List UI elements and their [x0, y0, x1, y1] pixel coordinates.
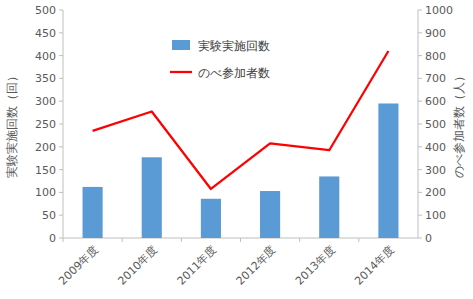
y-tick	[59, 124, 63, 125]
y2-tick-label: 0	[425, 232, 432, 245]
y-tick	[59, 32, 63, 33]
y-tick-label: 400	[35, 50, 56, 63]
y-tick	[59, 215, 63, 216]
y2-tick-label: 700	[425, 72, 446, 85]
y2-tick	[418, 192, 422, 193]
y2-tick-label: 900	[425, 27, 446, 40]
y-tick	[59, 10, 63, 11]
y2-tick	[418, 101, 422, 102]
x-tick-label: 2011年度	[175, 243, 220, 288]
y2-tick-label: 800	[425, 50, 446, 63]
bar	[83, 187, 103, 238]
x-tick-label: 2013年度	[293, 243, 338, 288]
y-tick	[59, 55, 63, 56]
y-tick-label: 350	[35, 72, 56, 85]
y2-tick-label: 300	[425, 164, 446, 177]
legend-swatch	[172, 40, 190, 50]
y-tick-label: 500	[35, 4, 56, 17]
y2-tick	[418, 78, 422, 79]
y2-tick	[418, 146, 422, 147]
bar	[260, 191, 280, 238]
y2-tick-label: 100	[425, 209, 446, 222]
y-tick	[59, 101, 63, 102]
y2-axis-title: のべ参加者数（人）	[452, 70, 466, 178]
x-tick-label: 2010年度	[115, 243, 160, 288]
y-axis-title: 実験実施回数（回）	[5, 70, 19, 178]
y-tick-label: 50	[42, 209, 56, 222]
y2-tick-label: 1000	[425, 4, 453, 17]
y2-tick-label: 500	[425, 118, 446, 131]
y-tick	[59, 238, 63, 239]
x-tick	[122, 238, 123, 242]
y2-tick	[418, 124, 422, 125]
plot-area	[83, 51, 399, 238]
y2-tick-label: 200	[425, 186, 446, 199]
y-tick-label: 0	[49, 232, 56, 245]
y-tick-label: 200	[35, 141, 56, 154]
y-tick-label: 300	[35, 95, 56, 108]
y2-tick	[418, 238, 422, 239]
y-tick-label: 150	[35, 164, 56, 177]
x-tick	[181, 238, 182, 242]
y-tick	[59, 146, 63, 147]
y2-tick	[418, 10, 422, 11]
y2-tick-label: 400	[425, 141, 446, 154]
bar	[142, 157, 162, 238]
y2-tick	[418, 169, 422, 170]
y-tick-label: 250	[35, 118, 56, 131]
x-tick-label: 2012年度	[234, 243, 279, 288]
y-tick	[59, 192, 63, 193]
x-tick	[299, 238, 300, 242]
x-tick-label: 2009年度	[56, 243, 101, 288]
x-tick	[240, 238, 241, 242]
y-tick-label: 100	[35, 186, 56, 199]
chart: 0 50 100 150 200 250 300 350 400 450 500 0 100 200 300…	[0, 0, 473, 299]
y-tick-label: 450	[35, 27, 56, 40]
bar	[319, 176, 339, 238]
y-tick	[59, 169, 63, 170]
y2-tick	[418, 32, 422, 33]
legend-swatch	[170, 71, 192, 73]
y2-tick	[418, 55, 422, 56]
y2-tick	[418, 215, 422, 216]
x-tick-label: 2014年度	[352, 243, 397, 288]
y2-tick-label: 600	[425, 95, 446, 108]
legend-label: 実験実施回数	[198, 39, 270, 53]
legend-label: のべ参加者数	[198, 66, 270, 80]
y-tick	[59, 78, 63, 79]
x-tick	[358, 238, 359, 242]
line	[93, 51, 389, 189]
x-tick	[63, 238, 64, 242]
bar	[378, 103, 398, 238]
bar	[201, 199, 221, 238]
